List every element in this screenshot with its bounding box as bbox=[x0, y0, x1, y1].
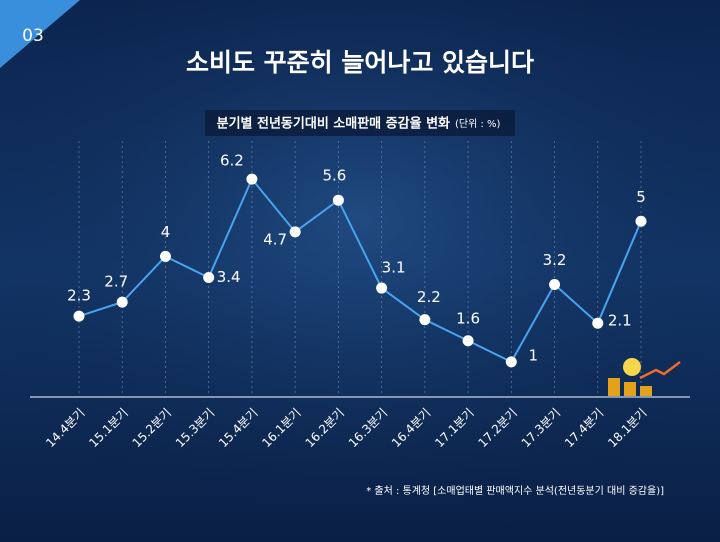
value-label: 5.6 bbox=[322, 167, 346, 185]
corner-tab bbox=[0, 0, 80, 68]
point bbox=[592, 317, 604, 329]
bulb-icon bbox=[608, 358, 681, 396]
point bbox=[289, 226, 301, 238]
point bbox=[549, 279, 561, 291]
subtitle-band bbox=[205, 110, 515, 136]
point bbox=[332, 194, 344, 206]
point bbox=[159, 250, 171, 262]
unit-label: (단위 : %) bbox=[455, 117, 501, 130]
value-label: 4.7 bbox=[263, 230, 287, 248]
value-label: 2.1 bbox=[608, 312, 632, 330]
source-note: * 출처 : 통계청 [소매업태별 판매액지수 분석(전년동분기 대비 증감율)… bbox=[366, 484, 664, 497]
value-label: 2.2 bbox=[417, 288, 441, 306]
value-label: 6.2 bbox=[220, 152, 244, 170]
point bbox=[203, 272, 215, 284]
value-label: 3.4 bbox=[217, 268, 241, 286]
page-number: 03 bbox=[22, 26, 44, 46]
value-label: 1.6 bbox=[456, 309, 480, 327]
chart-title: 소비도 꾸준히 늘어나고 있습니다 bbox=[186, 48, 534, 77]
value-label: 3.2 bbox=[543, 251, 567, 269]
point bbox=[376, 282, 388, 294]
value-label: 2.3 bbox=[67, 287, 91, 305]
point bbox=[116, 296, 128, 308]
point bbox=[462, 335, 474, 347]
chart-subtitle: 분기별 전년동기대비 소매판매 증감율 변화 bbox=[217, 116, 450, 132]
value-label: 5 bbox=[636, 188, 646, 206]
point bbox=[419, 314, 431, 326]
value-label: 1 bbox=[529, 346, 539, 364]
line bbox=[78, 177, 642, 364]
point bbox=[505, 356, 517, 368]
value-label: 3.1 bbox=[382, 259, 406, 277]
point bbox=[73, 310, 85, 322]
point bbox=[635, 215, 647, 227]
point bbox=[246, 173, 258, 185]
value-label: 4 bbox=[161, 223, 171, 241]
value-label: 2.7 bbox=[104, 273, 128, 291]
